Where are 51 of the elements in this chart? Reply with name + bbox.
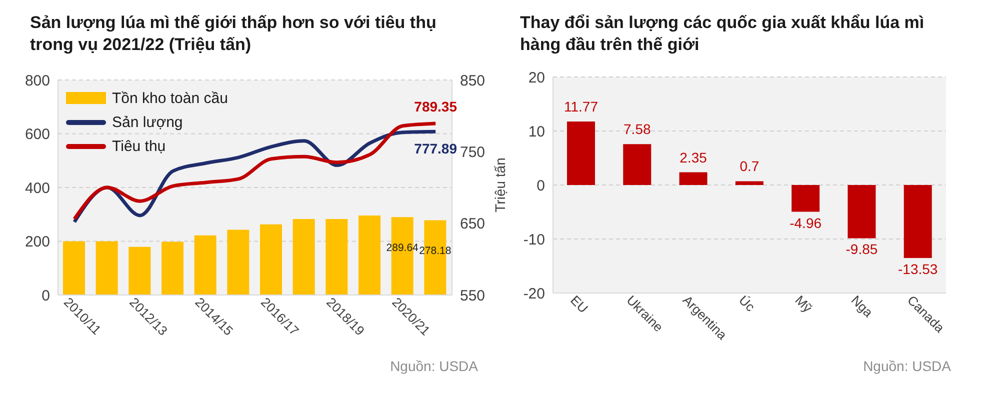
y-tick-label: 800 (24, 72, 50, 90)
y-axis-title: Triệu tấn (492, 158, 508, 212)
data-label: 11.77 (564, 98, 598, 114)
bar (848, 185, 876, 238)
y-tick-label: 200 (24, 234, 50, 251)
data-label: 789.35 (414, 98, 458, 114)
legend-label: Tồn kho toàn cầu (112, 90, 228, 106)
y-tick-label: -10 (523, 231, 545, 248)
x-tick-label: Úc (736, 292, 758, 315)
y-tick-label: 0 (536, 177, 545, 194)
y2-tick-label: 750 (460, 144, 486, 161)
data-label: 0.7 (740, 158, 760, 174)
bar (162, 242, 184, 295)
data-label: 2.35 (680, 149, 708, 166)
bar (128, 246, 151, 295)
data-label: 7.58 (624, 121, 651, 138)
legend-label: Tiêu thụ (112, 138, 166, 154)
y-tick-label: 20 (528, 69, 545, 86)
bar (63, 241, 85, 295)
bar (623, 144, 652, 185)
bar (292, 218, 315, 295)
x-tick-label: Mỹ (792, 292, 816, 316)
bar (227, 230, 250, 295)
chart-title: Thay đổi sản lượng các quốc gia xuất khẩu lúa mì hàng đầu trên thế giới (520, 12, 926, 56)
bar (735, 181, 764, 185)
data-label: 777.89 (414, 140, 458, 157)
bar (358, 215, 380, 295)
y-tick-label: 0 (42, 287, 50, 304)
y-tick-label: 600 (24, 126, 50, 144)
data-label: -13.53 (898, 261, 938, 278)
bar (194, 235, 216, 295)
data-label: -4.96 (790, 214, 822, 231)
bar (567, 121, 595, 185)
y-tick-label: 10 (528, 123, 545, 140)
y2-tick-label: 550 (460, 287, 486, 304)
bar (792, 185, 820, 212)
legend-label: Sản lượng (112, 114, 183, 130)
bar (260, 224, 282, 295)
bar (904, 185, 932, 258)
bar (679, 172, 708, 185)
text: Nguồn: USDA (863, 358, 951, 374)
text: Nguồn: USDA (390, 358, 478, 374)
y-tick-label: 400 (24, 180, 50, 197)
y2-tick-label: 850 (460, 72, 486, 90)
chart-title: Sản lượng lúa mì thế giới thấp hơn so với tiêu thụ trong vụ 2021/22 (Triệu tấn) (30, 12, 438, 56)
y-tick-label: -20 (523, 285, 545, 302)
bar (96, 241, 118, 295)
bar (326, 218, 348, 295)
y2-tick-label: 650 (460, 216, 486, 233)
data-label: -9.85 (846, 241, 878, 258)
x-tick-label: EU (568, 292, 592, 316)
